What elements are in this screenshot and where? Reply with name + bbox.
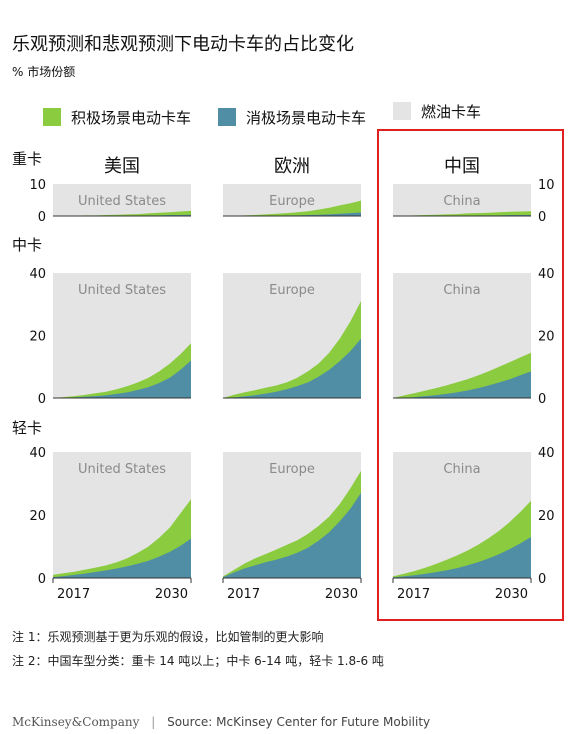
fuel-area-7 <box>223 452 361 578</box>
negative-area-3 <box>53 360 191 398</box>
negative-area-1 <box>223 212 361 216</box>
negative-area-0 <box>53 214 191 216</box>
positive-area-5 <box>393 352 531 398</box>
source-text: Source: McKinsey Center for Future Mobil… <box>167 715 431 729</box>
y-tick-left-1-0: 40 <box>29 267 46 282</box>
footer-separator: | <box>151 715 156 729</box>
x-tick-label-2-0: 2017 <box>397 587 430 602</box>
positive-area-1 <box>223 200 361 216</box>
legend-item-positive: 积极场景电动卡车 <box>43 106 191 128</box>
note-1: 注 1：乐观预测基于更为乐观的假设，比如管制的更大影响 <box>12 630 324 644</box>
chart-subtitle: % 市场份额 <box>12 65 76 79</box>
positive-area-3 <box>53 343 191 398</box>
fuel-area-4 <box>223 273 361 398</box>
brand-logo: McKinsey&Company <box>12 715 140 729</box>
y-tick-right-2-1: 20 <box>538 509 555 524</box>
fuel-area-0 <box>53 184 191 216</box>
y-tick-right-1-2: 0 <box>538 392 546 407</box>
y-tick-left-0-0: 10 <box>29 178 46 193</box>
positive-area-4 <box>223 301 361 398</box>
fuel-area-8 <box>393 452 531 578</box>
positive-area-2 <box>393 211 531 216</box>
legend-swatch-negative <box>218 108 236 126</box>
fuel-area-5 <box>393 273 531 398</box>
negative-area-6 <box>53 538 191 578</box>
legend-label-negative: 消极场景电动卡车 <box>246 108 367 127</box>
row-label-0: 重卡 <box>12 150 42 168</box>
highlight-box <box>377 129 564 621</box>
row-label-1: 中卡 <box>12 236 42 254</box>
x-tick-label-0-0: 2017 <box>57 587 90 602</box>
region-header-0: 美国 <box>104 156 140 177</box>
fuel-area-6 <box>53 452 191 578</box>
y-tick-left-1-1: 20 <box>29 330 46 345</box>
panel-label-6: United States <box>78 462 166 477</box>
page-title: 乐观预测和悲观预测下电动卡车的占比变化 <box>12 34 354 55</box>
x-tick-label-2-1: 2030 <box>495 587 528 602</box>
y-tick-right-0-0: 10 <box>538 178 555 193</box>
y-tick-left-2-1: 20 <box>29 509 46 524</box>
panel-label-2: China <box>443 194 480 209</box>
panel-label-4: Europe <box>269 283 315 298</box>
panel-label-8: China <box>443 462 480 477</box>
x-tick-label-0-1: 2030 <box>155 587 188 602</box>
y-tick-left-2-0: 40 <box>29 446 46 461</box>
legend-label-fuel: 燃油卡车 <box>421 102 482 121</box>
negative-area-8 <box>393 537 531 578</box>
panel-label-3: United States <box>78 283 166 298</box>
panel-label-5: China <box>443 283 480 298</box>
y-tick-right-2-0: 40 <box>538 446 555 461</box>
positive-area-6 <box>53 499 191 578</box>
y-tick-right-2-2: 0 <box>538 572 546 587</box>
legend-item-fuel: 燃油卡车 <box>393 100 481 122</box>
panel-label-1: Europe <box>269 194 315 209</box>
y-tick-right-0-1: 0 <box>538 210 546 225</box>
panel-label-0: United States <box>78 194 166 209</box>
y-tick-left-2-2: 0 <box>38 572 46 587</box>
note-2: 注 2：中国车型分类：重卡 14 吨以上；中卡 6-14 吨，轻卡 1.8-6 … <box>12 654 384 668</box>
legend-item-negative: 消极场景电动卡车 <box>218 106 366 128</box>
fuel-area-3 <box>53 273 191 398</box>
fuel-area-2 <box>393 184 531 216</box>
region-header-2: 中国 <box>444 156 480 177</box>
positive-area-0 <box>53 210 191 216</box>
negative-area-7 <box>223 492 361 578</box>
panel-label-7: Europe <box>269 462 315 477</box>
positive-area-7 <box>223 470 361 578</box>
legend-swatch-positive <box>43 108 61 126</box>
negative-area-4 <box>223 338 361 398</box>
legend-label-positive: 积极场景电动卡车 <box>71 108 192 127</box>
y-tick-left-1-2: 0 <box>38 392 46 407</box>
legend-swatch-fuel <box>393 102 411 120</box>
y-tick-left-0-1: 0 <box>38 210 46 225</box>
negative-area-2 <box>393 215 531 216</box>
x-tick-label-1-0: 2017 <box>227 587 260 602</box>
fuel-area-1 <box>223 184 361 216</box>
y-tick-right-1-0: 40 <box>538 267 555 282</box>
region-header-1: 欧洲 <box>274 156 310 177</box>
positive-area-8 <box>393 500 531 578</box>
row-label-2: 轻卡 <box>12 419 42 437</box>
y-tick-right-1-1: 20 <box>538 330 555 345</box>
footer: McKinsey&Company | Source: McKinsey Cent… <box>12 715 430 729</box>
negative-area-5 <box>393 371 531 398</box>
x-tick-label-1-1: 2030 <box>325 587 358 602</box>
